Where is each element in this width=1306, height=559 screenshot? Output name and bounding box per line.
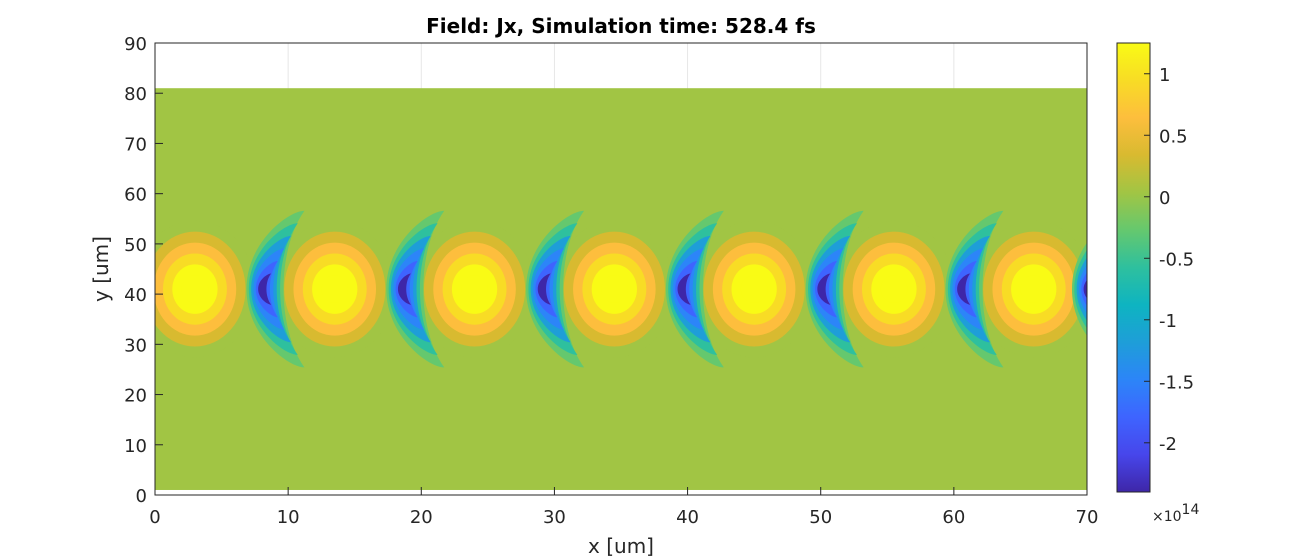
chart-title: Field: Jx, Simulation time: 528.4 fs xyxy=(426,14,816,38)
negative-lobe xyxy=(957,273,971,305)
y-tick-label: 20 xyxy=(124,386,147,407)
y-ticks: 0 10 20 30 40 50 60 70 80 90 xyxy=(124,34,163,507)
negative-lobe xyxy=(255,260,278,318)
negative-lobe xyxy=(675,260,698,318)
colorbar-tick-label: -2 xyxy=(1159,434,1177,455)
y-tick-label: 30 xyxy=(124,335,147,356)
x-tick-label: 30 xyxy=(543,507,566,528)
positive-lobe xyxy=(880,275,908,303)
x-ticks: 0 10 20 30 40 50 60 70 xyxy=(149,487,1098,528)
colorbar-tick-label: -1 xyxy=(1159,311,1177,332)
negative-lobe xyxy=(537,273,551,305)
positive-lobe xyxy=(740,275,768,303)
colorbar-tick-label: 1 xyxy=(1159,65,1170,86)
y-axis-label: y [um] xyxy=(89,236,113,302)
y-tick-label: 80 xyxy=(124,84,147,105)
y-tick-label: 0 xyxy=(136,486,147,507)
negative-lobe xyxy=(1083,279,1087,299)
colorbar-multiplier-exponent: 14 xyxy=(1182,502,1200,518)
positive-lobe xyxy=(321,275,349,303)
x-tick-label: 40 xyxy=(676,507,699,528)
heatmap xyxy=(155,88,1087,490)
x-tick-label: 50 xyxy=(809,507,832,528)
negative-lobe xyxy=(258,273,272,305)
x-tick-label: 60 xyxy=(942,507,965,528)
y-tick-label: 40 xyxy=(124,285,147,306)
positive-lobe xyxy=(601,275,628,303)
colorbar-tick-label: -1.5 xyxy=(1159,372,1194,393)
colorbar-tick-label: 0 xyxy=(1159,188,1170,209)
colorbar-tick-label: 0.5 xyxy=(1159,126,1188,147)
negative-lobe xyxy=(954,260,977,318)
x-tick-label: 70 xyxy=(1076,507,1099,528)
positive-lobe xyxy=(461,275,488,303)
negative-lobe xyxy=(815,260,838,318)
x-tick-label: 20 xyxy=(410,507,433,528)
y-tick-label: 50 xyxy=(124,235,147,256)
y-tick-label: 10 xyxy=(124,436,147,457)
negative-lobe xyxy=(395,260,418,318)
negative-lobe xyxy=(397,273,411,305)
x-axis-label: x [um] xyxy=(588,534,654,558)
colorbar-multiplier-base: ×10 xyxy=(1152,509,1182,525)
colorbar-gradient xyxy=(1116,42,1151,493)
negative-lobe xyxy=(677,273,691,305)
positive-lobe xyxy=(181,275,209,303)
negative-lobe xyxy=(535,260,558,318)
beam-lobes xyxy=(155,210,1087,368)
positive-lobe xyxy=(1020,275,1048,303)
y-tick-label: 70 xyxy=(124,134,147,155)
axes-frame xyxy=(154,42,1088,496)
colorbar-ticks: 1 0.5 0 -0.5 -1 -1.5 -2 xyxy=(1144,65,1194,455)
negative-lobe xyxy=(817,273,831,305)
x-tick-label: 10 xyxy=(277,507,300,528)
y-tick-label: 60 xyxy=(124,185,147,206)
colorbar: 1 0.5 0 -0.5 -1 -1.5 -2 ×1014 xyxy=(1116,42,1199,525)
colorbar-multiplier: ×1014 xyxy=(1152,502,1199,525)
x-tick-label: 0 xyxy=(149,507,160,528)
y-tick-label: 90 xyxy=(124,34,147,55)
colorbar-tick-label: -0.5 xyxy=(1159,249,1194,270)
